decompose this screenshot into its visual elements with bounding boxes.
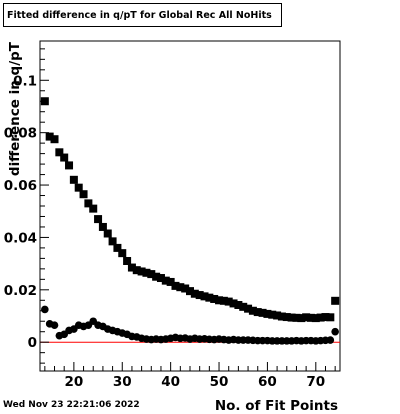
circle-marker	[41, 305, 49, 314]
x-tick-label: 60	[258, 374, 277, 390]
square-marker	[137, 267, 146, 276]
square-marker	[60, 153, 69, 162]
square-marker	[248, 306, 257, 315]
square-marker	[244, 304, 253, 313]
y-tick-label: 0.04	[4, 230, 37, 246]
square-marker	[45, 132, 54, 141]
square-marker	[263, 309, 272, 318]
square-marker	[69, 175, 78, 184]
square-marker	[195, 291, 204, 300]
y-tick-label: 0	[28, 335, 37, 351]
data-marks	[40, 97, 340, 345]
square-marker	[152, 272, 161, 281]
square-marker	[132, 266, 141, 275]
square-marker	[166, 277, 175, 286]
square-marker	[142, 268, 151, 277]
square-marker	[94, 215, 103, 224]
square-marker	[316, 313, 325, 322]
square-marker	[239, 302, 248, 311]
square-marker	[147, 270, 156, 279]
square-marker	[103, 229, 112, 238]
square-marker	[306, 313, 315, 322]
square-marker	[302, 313, 311, 322]
square-marker	[156, 274, 165, 283]
square-marker	[215, 296, 224, 305]
square-marker	[123, 257, 132, 265]
square-marker	[273, 311, 282, 320]
circle-marker	[50, 321, 59, 329]
square-marker	[287, 313, 296, 322]
square-marker	[161, 276, 170, 285]
square-marker	[234, 301, 243, 309]
square-marker	[219, 296, 228, 305]
square-marker	[40, 97, 49, 106]
square-marker	[127, 263, 136, 272]
square-marker	[321, 313, 330, 322]
timestamp: Wed Nov 23 22:21:06 2022	[3, 400, 140, 410]
square-marker	[50, 135, 59, 144]
square-marker	[65, 161, 74, 170]
square-marker	[210, 294, 219, 303]
square-marker	[171, 281, 180, 290]
square-marker	[74, 183, 83, 192]
circle-marker	[326, 336, 335, 344]
x-tick-label: 30	[113, 374, 132, 390]
square-marker	[268, 310, 277, 319]
square-marker	[282, 313, 291, 322]
square-marker	[297, 314, 306, 323]
axis-tick-labels: 20 30 40 50 60 70 0 0.02 0.04 0.06 0.08 0.1	[4, 73, 326, 390]
square-marker	[229, 299, 238, 308]
square-marker	[258, 308, 267, 317]
square-marker	[186, 287, 194, 296]
axis-ticks	[40, 48, 336, 371]
y-tick-label: 0.06	[4, 178, 37, 194]
square-marker	[176, 283, 185, 292]
square-marker	[79, 190, 88, 199]
square-marker	[84, 199, 93, 208]
square-marker	[277, 312, 286, 321]
square-marker	[55, 148, 64, 157]
circle-marker	[331, 327, 339, 336]
square-marker	[200, 292, 209, 301]
square-marker	[98, 222, 107, 231]
square-marker	[205, 293, 214, 302]
square-marker	[292, 313, 301, 322]
square-marker	[118, 249, 127, 258]
y-tick-label: 0.08	[4, 126, 37, 142]
square-marker	[326, 313, 335, 322]
square-marker	[181, 284, 190, 293]
x-tick-label: 70	[306, 374, 325, 390]
square-marker	[190, 289, 199, 298]
y-tick-label: 0.1	[13, 73, 37, 89]
square-marker	[108, 237, 117, 246]
x-tick-label: 50	[210, 374, 229, 390]
chart-title: Fitted difference in q/pT for Global Rec…	[3, 3, 282, 27]
square-marker	[224, 297, 233, 306]
square-marker	[253, 308, 262, 317]
x-tick-label: 40	[161, 374, 180, 390]
y-tick-label: 0.02	[4, 283, 37, 299]
square-marker	[113, 243, 122, 252]
y-axis-label: difference in q/pT	[7, 41, 23, 176]
x-tick-label: 20	[64, 374, 83, 390]
square-marker	[331, 296, 340, 305]
square-marker	[311, 314, 320, 323]
x-axis-label: No. of Fit Points	[215, 398, 338, 414]
square-marker	[89, 204, 98, 213]
